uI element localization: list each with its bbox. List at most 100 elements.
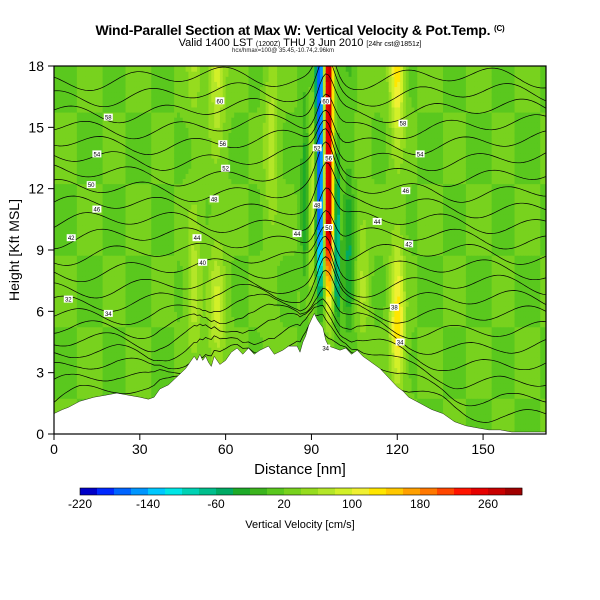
velocity-cell xyxy=(188,275,192,282)
velocity-cell xyxy=(94,96,98,103)
velocity-cell xyxy=(116,224,121,231)
velocity-cell xyxy=(179,275,184,282)
velocity-cell xyxy=(105,336,109,343)
velocity-cell xyxy=(199,296,204,302)
velocity-cell xyxy=(139,183,144,190)
velocity-cell xyxy=(68,316,72,323)
velocity-cell xyxy=(174,311,178,318)
velocity-cell xyxy=(177,142,181,149)
velocity-cell xyxy=(76,96,81,103)
velocity-cell xyxy=(59,168,64,174)
velocity-cell xyxy=(179,316,184,323)
velocity-cell xyxy=(79,290,84,297)
velocity-cell xyxy=(174,306,178,312)
velocity-cell xyxy=(68,290,72,297)
velocity-cell xyxy=(211,91,215,98)
velocity-cell xyxy=(177,229,181,236)
velocity-cell xyxy=(242,285,247,292)
velocity-cell xyxy=(222,336,227,343)
velocity-cell xyxy=(211,178,215,185)
velocity-cell xyxy=(237,183,241,190)
velocity-cell xyxy=(116,188,121,195)
velocity-cell xyxy=(128,296,132,302)
velocity-cell xyxy=(76,306,81,312)
velocity-cell xyxy=(111,142,115,149)
velocity-cell xyxy=(165,137,170,144)
velocity-cell xyxy=(134,137,138,144)
velocity-cell xyxy=(122,270,127,277)
velocity-cell xyxy=(111,147,115,154)
velocity-cell xyxy=(65,204,69,210)
velocity-cell xyxy=(105,86,109,93)
velocity-cell xyxy=(79,352,84,358)
velocity-cell xyxy=(88,260,92,266)
velocity-cell xyxy=(65,377,69,384)
velocity-cell xyxy=(171,301,175,307)
velocity-cell xyxy=(194,188,198,195)
velocity-cell xyxy=(237,101,241,108)
velocity-cell xyxy=(74,377,78,384)
velocity-cell xyxy=(59,163,64,169)
velocity-cell xyxy=(68,193,72,200)
velocity-cell xyxy=(116,347,121,353)
velocity-cell xyxy=(108,158,112,164)
velocity-cell xyxy=(211,147,215,154)
velocity-cell xyxy=(136,336,141,343)
velocity-cell xyxy=(116,270,121,277)
velocity-cell xyxy=(205,234,210,241)
velocity-cell xyxy=(179,336,184,343)
velocity-cell xyxy=(174,224,178,231)
velocity-cell xyxy=(211,163,215,169)
velocity-cell xyxy=(182,204,187,210)
velocity-cell xyxy=(159,71,164,77)
velocity-cell xyxy=(214,296,218,302)
velocity-cell xyxy=(148,147,152,154)
velocity-cell xyxy=(231,183,235,190)
velocity-cell xyxy=(96,321,101,328)
velocity-cell xyxy=(214,76,218,82)
velocity-cell xyxy=(242,336,247,343)
velocity-cell xyxy=(228,239,232,246)
velocity-cell xyxy=(174,260,178,266)
velocity-cell xyxy=(125,86,129,93)
velocity-cell xyxy=(199,326,204,333)
velocity-cell xyxy=(99,270,104,277)
velocity-cell xyxy=(148,219,152,226)
velocity-cell xyxy=(188,188,192,195)
velocity-cell xyxy=(79,193,84,200)
velocity-cell xyxy=(131,357,135,364)
velocity-cell xyxy=(151,142,155,149)
velocity-cell xyxy=(151,234,155,241)
velocity-cell xyxy=(134,239,138,246)
velocity-cell xyxy=(71,398,75,404)
velocity-cell xyxy=(197,188,201,195)
velocity-cell xyxy=(125,188,129,195)
velocity-cell xyxy=(185,158,190,164)
velocity-cell xyxy=(111,86,115,93)
velocity-cell xyxy=(174,229,178,236)
velocity-cell xyxy=(128,382,132,389)
velocity-cell xyxy=(125,326,129,333)
velocity-cell xyxy=(156,147,161,154)
velocity-cell xyxy=(211,250,215,256)
velocity-cell xyxy=(237,112,241,118)
velocity-cell xyxy=(228,275,232,282)
velocity-cell xyxy=(197,244,201,251)
velocity-cell xyxy=(165,372,170,379)
velocity-cell xyxy=(237,229,241,236)
velocity-cell xyxy=(131,347,135,353)
velocity-cell xyxy=(62,224,67,231)
velocity-cell xyxy=(202,76,207,82)
velocity-cell xyxy=(134,142,138,149)
velocity-cell xyxy=(102,316,107,323)
velocity-cell xyxy=(131,316,135,323)
velocity-cell xyxy=(225,239,230,246)
velocity-cell xyxy=(139,209,144,215)
velocity-cell xyxy=(79,66,84,72)
velocity-cell xyxy=(56,306,61,312)
velocity-cell xyxy=(128,86,132,93)
velocity-cell xyxy=(54,127,58,134)
velocity-cell xyxy=(111,331,115,338)
velocity-cell xyxy=(96,265,101,272)
velocity-cell xyxy=(54,377,58,384)
